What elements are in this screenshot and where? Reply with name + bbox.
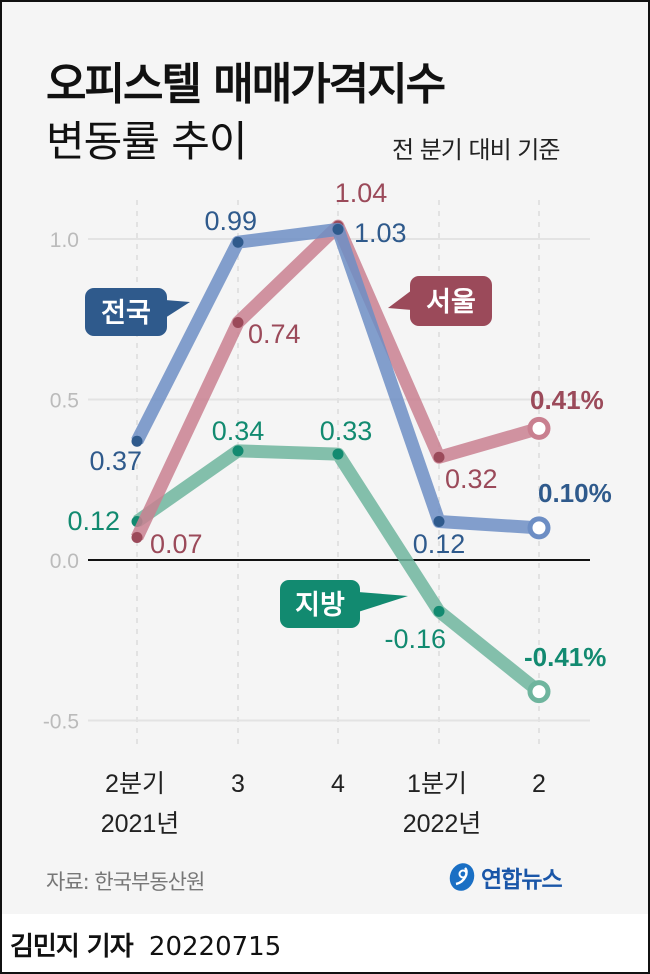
svg-text:전국: 전국 <box>101 298 151 329</box>
data-label: 0.37 <box>89 446 142 476</box>
logo-text: 연합뉴스 <box>481 867 563 893</box>
series-lines <box>131 219 551 704</box>
data-label: 0.12 <box>67 506 120 536</box>
data-point <box>332 223 344 235</box>
data-label: 0.99 <box>204 206 257 236</box>
data-label: 0.07 <box>150 529 203 559</box>
x-tick-label: 2분기 <box>105 770 165 798</box>
data-point <box>131 532 143 544</box>
byline: 김민지 기자 20220715 <box>10 926 281 963</box>
data-label: -0.16 <box>384 624 446 654</box>
svg-text:서울: 서울 <box>426 287 476 318</box>
data-point <box>332 448 344 460</box>
chart-subtitle: 변동률 추이 <box>46 117 248 166</box>
data-label: 1.04 <box>335 178 388 208</box>
x-tick-label: 1분기 <box>407 770 467 798</box>
end-marker <box>527 416 551 440</box>
y-tick-label: 0.5 <box>50 390 79 413</box>
data-point <box>232 445 244 457</box>
data-label: 0.10% <box>538 478 612 508</box>
y-tick-label: -0.5 <box>43 711 79 734</box>
yonhap-logo: 연합뉴스 <box>447 860 563 894</box>
data-point <box>232 236 244 248</box>
data-label: 0.32 <box>445 464 498 494</box>
chart-basis-note: 전 분기 대비 기준 <box>392 136 560 164</box>
data-labels: 0.37 0.99 1.03 0.12 0.10% 0.07 0.74 1.04 0.32 0.4… <box>67 178 611 672</box>
data-label: 0.34 <box>212 416 265 446</box>
yonhap-globe-icon <box>449 863 475 891</box>
publish-date: 20220715 <box>148 932 282 962</box>
x-tick-year-label: 2022년 <box>403 810 482 838</box>
legend-bubble-전국: 전국 <box>85 288 190 336</box>
data-point <box>433 451 445 463</box>
y-axis-ticks: 1.0 0.5 0.0 -0.5 <box>43 229 79 734</box>
x-tick-year-label: 2021년 <box>101 810 180 838</box>
y-tick-label: 1.0 <box>50 229 79 252</box>
reporter-name: 김민지 기자 <box>10 932 134 962</box>
data-label: 0.12 <box>413 529 466 559</box>
x-tick-label: 2 <box>532 770 546 798</box>
data-label: 1.03 <box>354 218 407 248</box>
legend-bubble-서울: 서울 <box>388 276 492 326</box>
data-point <box>131 435 143 447</box>
data-point <box>433 515 445 527</box>
end-marker <box>527 516 551 540</box>
x-tick-label: 4 <box>331 770 345 798</box>
legend-bubble-지방: 지방 <box>280 580 408 628</box>
data-label: -0.41% <box>524 642 606 672</box>
data-point <box>232 316 244 328</box>
data-label: 0.41% <box>530 385 604 415</box>
data-label: 0.74 <box>248 319 301 349</box>
end-marker <box>527 680 551 704</box>
x-tick-label: 3 <box>231 770 245 798</box>
svg-text:지방: 지방 <box>295 590 345 621</box>
data-point <box>433 605 445 617</box>
y-tick-label: 0.0 <box>50 550 79 573</box>
data-label: 0.33 <box>320 416 373 446</box>
data-source: 자료: 한국부동산원 <box>46 870 205 894</box>
chart-title: 오피스텔 매매가격지수 <box>46 59 446 110</box>
x-axis-ticks: 2분기 2021년 3 4 1분기 2022년 2 <box>101 770 546 838</box>
